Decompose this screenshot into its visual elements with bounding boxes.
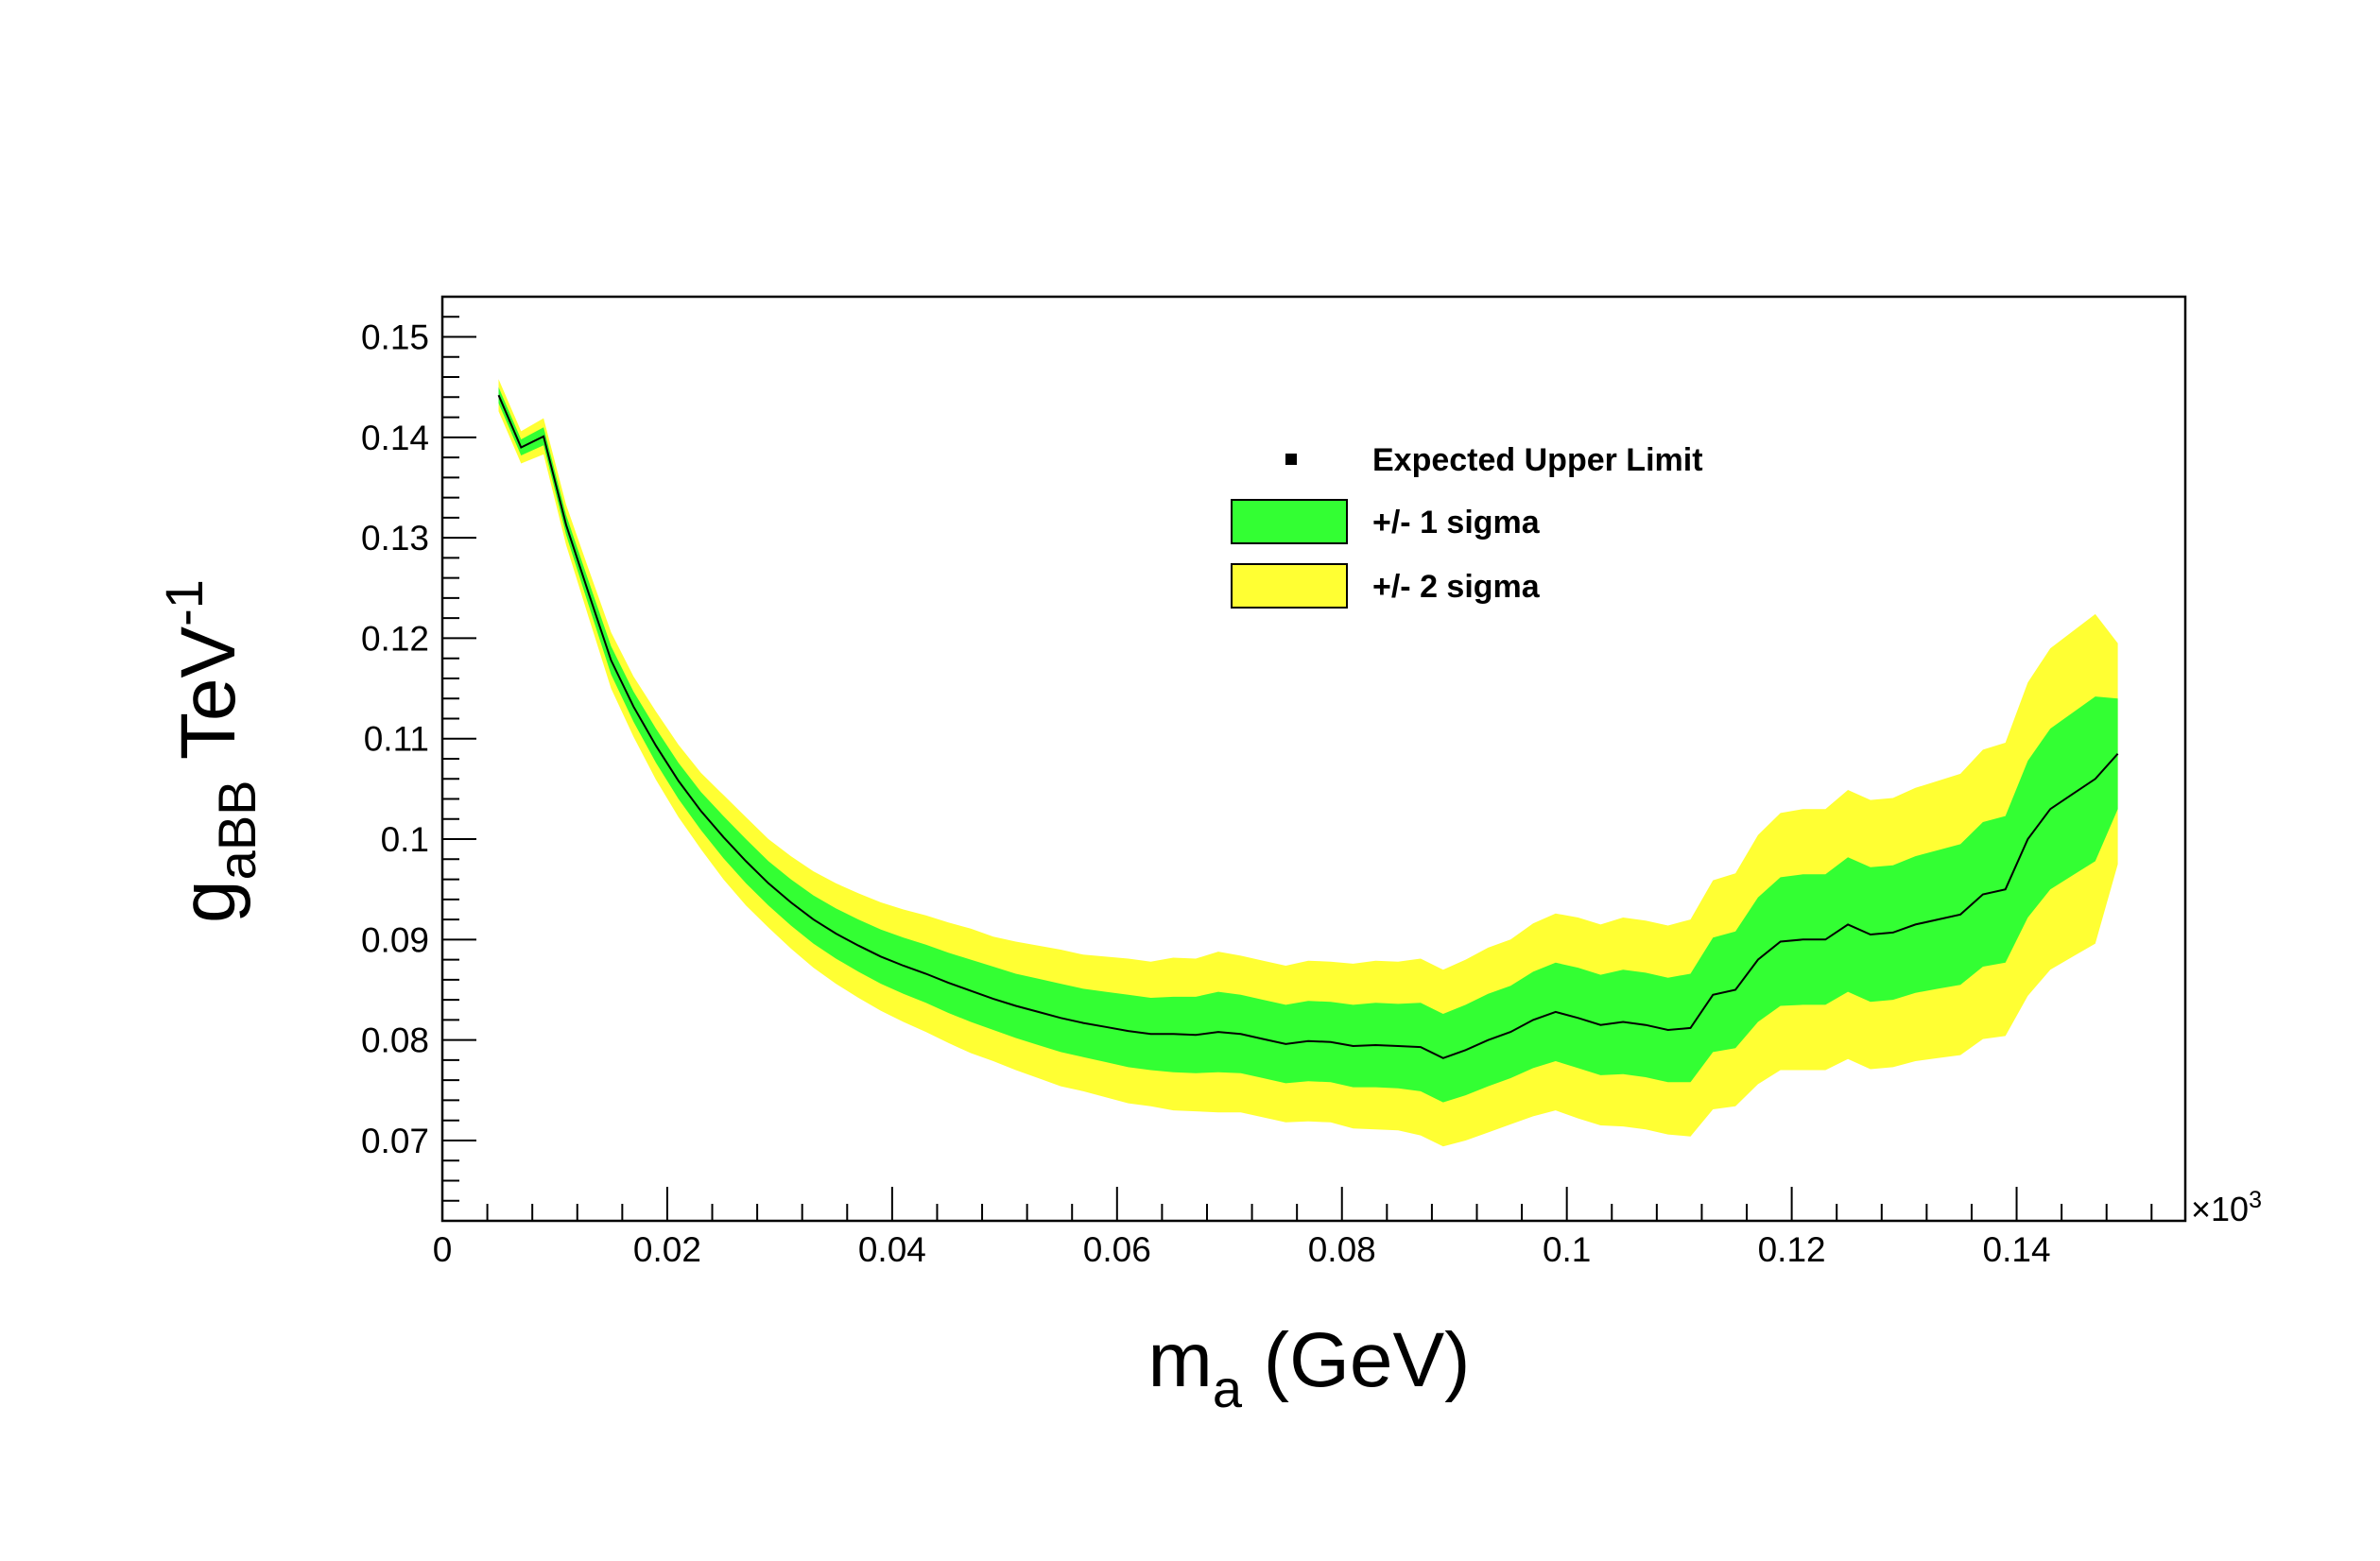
x-axis-title-sub: a: [1213, 1359, 1243, 1418]
y-tick-label: 0.1: [381, 820, 429, 859]
y-tick-label: 0.08: [361, 1021, 429, 1060]
x-tick-label: 0.06: [1083, 1230, 1151, 1269]
x-tick-label: 0.04: [858, 1230, 926, 1269]
x-tick-label: 0.1: [1543, 1230, 1591, 1269]
y-tick-label: 0.13: [361, 519, 429, 558]
legend-label: +/- 1 sigma: [1372, 505, 1541, 540]
y-tick-label: 0.09: [361, 920, 429, 959]
y-tick-label: 0.07: [361, 1122, 429, 1160]
x-tick-label: 0: [433, 1230, 453, 1269]
legend-swatch: [1231, 563, 1348, 609]
x-axis-title: ma (GeV): [1148, 1317, 1471, 1418]
x-axis-title-main: m: [1148, 1317, 1213, 1403]
x-axis-multiplier-exp: 3: [2249, 1187, 2262, 1213]
legend-swatch: [1231, 499, 1348, 544]
y-axis-title-sup: -1: [154, 579, 214, 626]
y-tick-label: 0.14: [361, 419, 429, 457]
legend: Expected Upper Limit +/- 1 sigma +/- 2 sig…: [1231, 442, 1703, 609]
x-tick-label: 0.12: [1758, 1230, 1826, 1269]
y-axis-title-sub: aBB: [207, 780, 267, 880]
legend-label: +/- 2 sigma: [1372, 569, 1541, 605]
y-tick-label: 0.15: [361, 318, 429, 357]
x-axis-multiplier-base: ×10: [2191, 1190, 2249, 1228]
legend-label: Expected Upper Limit: [1372, 442, 1703, 478]
x-axis-title-suffix: (GeV): [1242, 1317, 1470, 1403]
x-axis-multiplier: ×103: [2191, 1187, 2262, 1228]
y-axis-title-mid: TeV: [165, 626, 251, 780]
y-tick-label: 0.11: [364, 720, 429, 759]
y-axis-title-main: g: [165, 880, 251, 923]
x-tick-label: 0.08: [1308, 1230, 1376, 1269]
x-tick-label: 0.02: [633, 1230, 701, 1269]
y-axis-title: gaBB TeV-1: [154, 579, 267, 923]
y-tick-label: 0.12: [361, 619, 429, 658]
plot-area: [497, 379, 2119, 1147]
x-tick-label: 0.14: [1983, 1230, 2051, 1269]
expected-limit-line: [497, 394, 2119, 1059]
axes: 0 0.02 0.04 0.06 0.08 0.1 0.12 0.14 0.07 0.08 0.09…: [361, 316, 2153, 1269]
legend-marker-expected: [1285, 454, 1297, 465]
